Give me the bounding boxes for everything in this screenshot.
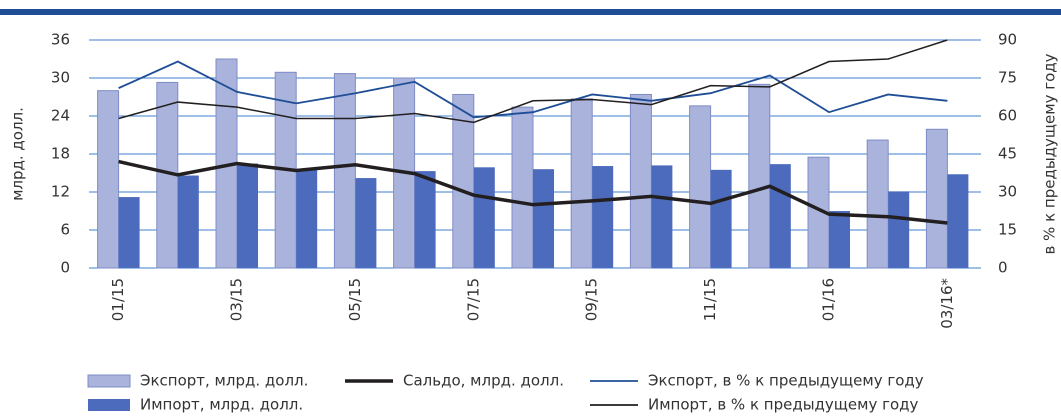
legend-label: Сальдо, млрд. долл. <box>403 372 564 390</box>
bar <box>592 166 614 268</box>
line <box>118 39 948 124</box>
y2-axis-label: в % к предыдущему году <box>1041 53 1059 254</box>
x-tick-label: 03/16* <box>938 278 956 329</box>
legend-label: Импорт, млрд. долл. <box>140 396 303 414</box>
bar <box>829 211 850 268</box>
y2-tick-label: 60 <box>998 107 1017 125</box>
bar <box>97 90 120 269</box>
y-tick-label: 12 <box>51 183 70 201</box>
bar <box>947 174 969 268</box>
x-tick-label: 11/15 <box>701 278 719 321</box>
legend-swatch <box>87 374 131 388</box>
bar <box>511 106 534 269</box>
bar <box>177 175 199 268</box>
y-tick-label: 36 <box>51 31 70 49</box>
top-bar <box>0 9 1061 15</box>
bar <box>414 171 436 268</box>
x-tick-label: 03/15 <box>228 278 246 321</box>
bar <box>118 197 140 268</box>
bar <box>710 169 732 268</box>
line <box>118 159 948 225</box>
bar <box>925 128 948 269</box>
y-tick-label: 18 <box>51 145 70 163</box>
bar <box>355 178 377 268</box>
legend-label: Импорт, в % к предыдущему году <box>648 396 919 414</box>
line <box>118 60 948 119</box>
legend-label: Экспорт, в % к предыдущему году <box>648 372 924 390</box>
bar <box>689 105 712 269</box>
bar <box>533 169 554 268</box>
y2-tick-label: 30 <box>998 183 1017 201</box>
bar <box>888 191 910 268</box>
bar <box>237 163 258 268</box>
y-axis-label: млрд. долл. <box>9 107 27 201</box>
y-tick-label: 0 <box>60 259 70 277</box>
x-tick-label: 01/15 <box>109 278 127 321</box>
x-tick-label: 01/16 <box>820 278 838 321</box>
y2-tick-label: 90 <box>998 31 1017 49</box>
y-tick-label: 6 <box>60 221 70 239</box>
y2-tick-label: 45 <box>998 145 1017 163</box>
y-tick-label: 24 <box>51 107 70 125</box>
bar <box>651 165 673 268</box>
bar <box>629 93 652 269</box>
bar <box>866 139 889 269</box>
legend-label: Экспорт, млрд. долл. <box>140 372 308 390</box>
bar <box>333 73 356 269</box>
bar <box>748 83 771 269</box>
y-tick-label: 30 <box>51 69 70 87</box>
legend-swatch <box>88 399 130 411</box>
y2-tick-label: 75 <box>998 69 1017 87</box>
x-tick-label: 09/15 <box>583 278 601 321</box>
x-tick-label: 07/15 <box>464 278 482 321</box>
bar <box>296 169 318 268</box>
bar <box>473 167 495 268</box>
bar <box>769 164 791 268</box>
bar <box>570 98 593 269</box>
y2-tick-label: 15 <box>998 221 1017 239</box>
x-tick-label: 05/15 <box>346 278 364 321</box>
y2-tick-label: 0 <box>998 259 1008 277</box>
